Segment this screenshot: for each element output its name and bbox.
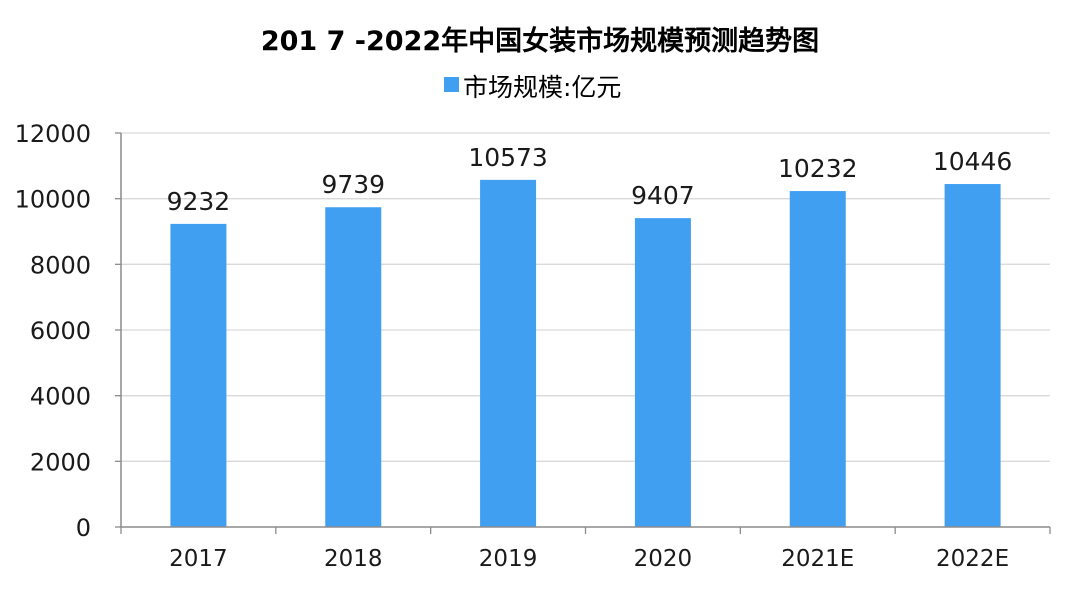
bar-2018 [325, 207, 382, 528]
data-label: 9739 [321, 170, 385, 199]
x-tick-label: 2021E [781, 546, 854, 572]
bar-2021E [789, 191, 846, 528]
bars [170, 179, 1001, 528]
data-label: 10232 [778, 154, 858, 183]
y-axis-ticks: 0 2000 4000 6000 8000 10000 12000 [15, 120, 121, 542]
data-label: 9407 [631, 181, 695, 210]
bar-2020 [634, 218, 691, 527]
bar-2019 [480, 179, 537, 528]
y-tick-label: 4000 [30, 383, 91, 411]
x-tick-label: 2022E [936, 546, 1009, 572]
data-label: 10573 [468, 143, 548, 172]
y-tick-label: 0 [76, 514, 91, 542]
y-tick-label: 2000 [30, 448, 91, 476]
x-tick-label: 2019 [479, 546, 538, 572]
y-tick-label: 8000 [30, 251, 91, 279]
chart-title: 201 7 -2022年中国女装市场规模预测趋势图 [261, 25, 819, 57]
data-labels: 9232 9739 10573 9407 10232 10446 [167, 143, 1013, 216]
legend-swatch [444, 77, 459, 92]
legend-label: 市场规模:亿元 [463, 73, 621, 102]
gridlines [121, 132, 1050, 462]
x-tick-label: 2018 [324, 546, 383, 572]
bar-2022E [944, 184, 1001, 527]
data-label: 10446 [933, 147, 1013, 176]
x-tick-label: 2020 [634, 546, 693, 572]
y-tick-label: 6000 [30, 317, 91, 345]
y-tick-label: 10000 [15, 186, 91, 214]
x-axis-ticks: 2017 2018 2019 2020 2021E 2022E [120, 527, 1051, 572]
x-tick-label: 2017 [169, 546, 228, 572]
y-tick-label: 12000 [15, 120, 91, 148]
bar-2017 [170, 223, 227, 527]
legend: 市场规模:亿元 [444, 73, 621, 102]
data-label: 9232 [167, 187, 231, 216]
